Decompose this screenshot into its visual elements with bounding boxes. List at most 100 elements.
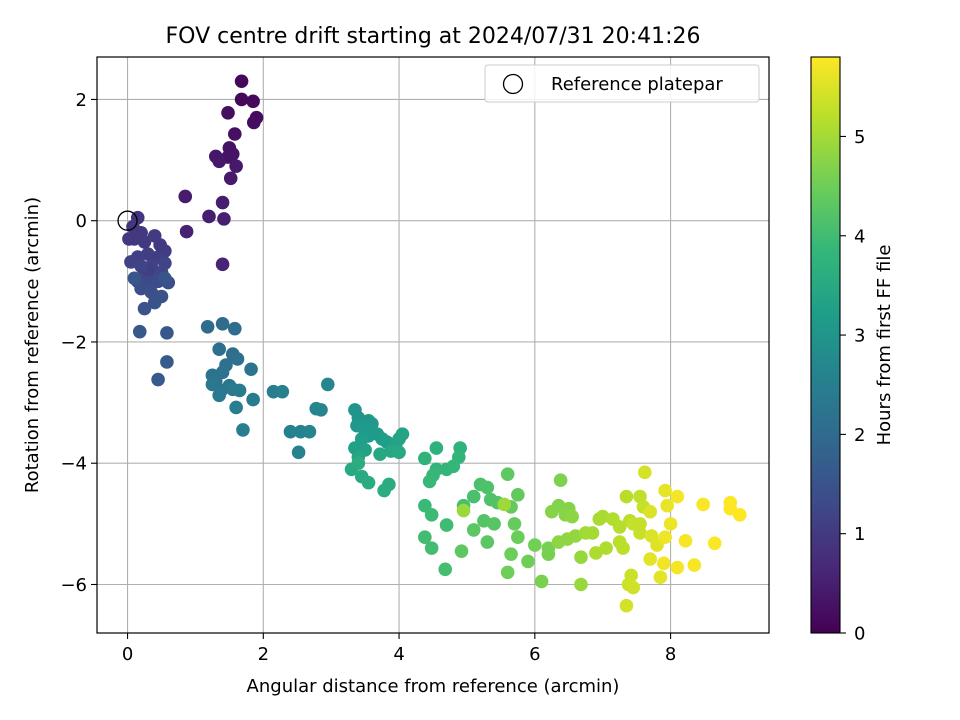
reference-marker-layer <box>117 210 138 231</box>
x-axis-label: Angular distance from reference (arcmin) <box>247 676 620 697</box>
colorbar-tick-label: 5 <box>854 127 865 148</box>
legend-marker-circle <box>502 73 524 95</box>
colorbar-tick-label: 0 <box>854 624 865 645</box>
data-point <box>217 212 231 226</box>
data-point <box>314 403 328 417</box>
y-tick-label: −6 <box>60 575 87 596</box>
x-tick-label: 2 <box>258 644 269 665</box>
data-point <box>127 271 142 286</box>
data-point <box>122 232 136 246</box>
data-point <box>418 530 432 545</box>
data-point <box>497 497 512 512</box>
data-point <box>589 546 603 560</box>
data-point <box>585 526 600 540</box>
data-point <box>392 432 406 446</box>
data-point <box>438 562 453 577</box>
data-point <box>446 459 461 474</box>
chart-title: FOV centre drift starting at 2024/07/31 … <box>166 24 701 49</box>
data-point <box>553 473 568 488</box>
data-point <box>229 159 243 173</box>
data-point <box>232 383 247 398</box>
data-point <box>153 238 167 252</box>
data-point <box>202 209 216 224</box>
data-point <box>595 509 610 524</box>
data-point <box>511 487 525 502</box>
data-point <box>487 517 501 531</box>
data-point <box>643 504 658 519</box>
data-point <box>511 530 525 545</box>
data-point <box>236 423 250 437</box>
colorbar-ticks: 0 1 2 3 4 5 <box>840 127 865 645</box>
data-point <box>212 154 226 169</box>
data-point <box>132 324 147 339</box>
data-point <box>373 447 387 461</box>
data-point <box>227 321 242 336</box>
data-point <box>229 400 243 415</box>
data-point <box>663 517 678 531</box>
data-point <box>574 577 588 592</box>
data-point <box>160 355 174 369</box>
x-tick-label: 6 <box>529 644 540 665</box>
data-point <box>215 257 230 272</box>
data-point <box>221 105 235 120</box>
colorbar-tick-label: 4 <box>854 226 865 247</box>
y-tick-label: −4 <box>60 454 87 475</box>
colorbar: 0 1 2 3 4 5 Hours from first FF file <box>810 56 895 645</box>
data-point <box>424 507 439 522</box>
data-point <box>302 424 317 439</box>
legend-label: Reference platepar <box>551 74 723 95</box>
data-point <box>200 320 215 334</box>
data-point <box>147 295 162 310</box>
data-point <box>424 541 439 555</box>
data-point <box>246 94 260 109</box>
data-point <box>696 497 710 512</box>
data-point <box>574 550 588 565</box>
data-point <box>230 352 245 366</box>
data-point <box>653 570 668 585</box>
x-tick-label: 0 <box>122 644 133 665</box>
legend: Reference platepar <box>484 64 760 103</box>
data-point <box>392 445 406 460</box>
data-point <box>678 534 693 548</box>
data-point <box>134 259 148 273</box>
y-tick-label: 0 <box>76 211 87 232</box>
data-point <box>351 456 366 471</box>
data-point <box>124 255 138 269</box>
data-point <box>429 441 444 455</box>
data-point <box>234 74 249 89</box>
data-point <box>247 115 261 130</box>
data-point <box>227 127 242 141</box>
data-point <box>283 424 298 439</box>
data-point <box>500 467 515 481</box>
data-point <box>212 388 226 403</box>
data-point <box>246 392 260 407</box>
scatter-points <box>122 74 747 613</box>
data-point <box>541 547 556 561</box>
data-point <box>626 580 641 595</box>
data-point <box>507 517 522 531</box>
data-point <box>500 565 515 580</box>
data-point <box>660 498 674 513</box>
data-point <box>656 556 671 571</box>
y-tick-label: 2 <box>76 90 87 111</box>
data-point <box>151 372 165 387</box>
data-point <box>521 554 535 569</box>
x-tick-label: 8 <box>665 644 676 665</box>
x-axis-ticks: 0 2 4 6 8 <box>122 633 676 665</box>
data-point <box>480 535 495 549</box>
colorbar-tick-label: 3 <box>854 326 865 347</box>
x-tick-label: 4 <box>393 644 404 665</box>
data-point <box>658 483 672 498</box>
data-point <box>534 574 549 589</box>
data-point <box>244 362 258 377</box>
data-point <box>707 536 722 551</box>
data-point <box>212 342 226 357</box>
data-point <box>144 285 159 300</box>
data-point <box>528 538 542 552</box>
data-point <box>544 504 559 519</box>
data-point <box>619 598 634 613</box>
data-point <box>158 271 172 286</box>
grid <box>97 57 769 633</box>
data-point <box>361 475 376 490</box>
data-point <box>658 530 672 545</box>
